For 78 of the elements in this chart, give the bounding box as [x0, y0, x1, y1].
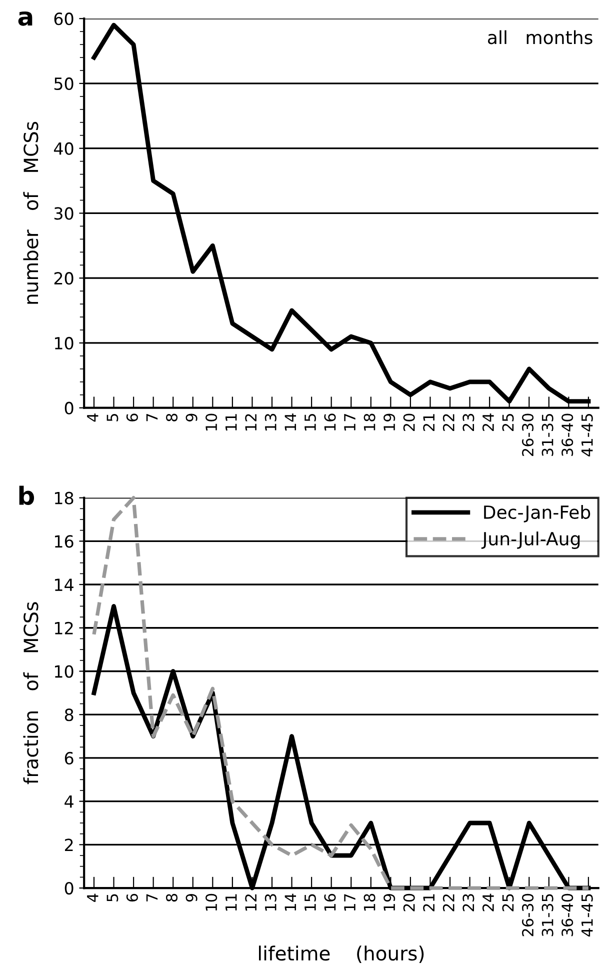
x-tick-label: 26-30 [522, 414, 534, 456]
x-tick-label: 10 [206, 414, 218, 430]
line-series [92, 496, 590, 890]
x-tick-label: 36-40 [562, 894, 574, 936]
legend-label: Jun-Jul-Aug [481, 532, 580, 549]
x-tick-label: 9 [186, 414, 198, 422]
y-tick-label: 2 [64, 838, 73, 851]
x-tick-label: 5 [106, 894, 118, 902]
y-tick-label: 0 [64, 882, 74, 895]
y-tick-label: 40 [54, 142, 74, 155]
y-tick-label: 50 [54, 77, 74, 90]
x-tick-label: 11 [226, 414, 237, 430]
y-tick-label: 10 [54, 336, 74, 350]
x-tick-label: 13 [264, 414, 276, 430]
y-tick-label: 18 [54, 492, 74, 504]
x-tick-label: 7 [146, 414, 158, 422]
y-tick-label: 20 [54, 272, 74, 285]
x-tick-label: 15 [304, 414, 316, 430]
x-tick-label: 13 [264, 894, 276, 911]
x-tick-label: 9 [186, 894, 198, 902]
x-tick-label: 31-35 [542, 894, 554, 936]
x-tick-label: 15 [304, 894, 316, 911]
x-tick-label: 7 [146, 894, 158, 902]
chart-title: b [19, 486, 34, 506]
x-tick-label: 17 [344, 894, 356, 911]
x-tick-label: 16 [324, 894, 336, 911]
x-tick-label: 8 [166, 894, 178, 902]
y-tick-label: 6 [64, 752, 74, 765]
x-tick-label: 11 [226, 894, 237, 911]
x-tick-label: 18 [364, 414, 376, 430]
x-tick-label: 8 [166, 414, 178, 422]
y-tick-label: 0 [64, 402, 74, 414]
x-tick-label: 20 [403, 894, 415, 912]
x-tick-label: 21 [423, 414, 434, 432]
y-tick-label: 4 [64, 795, 74, 808]
x-tick-label: 36-40 [562, 414, 574, 456]
x-tick-label: 21 [423, 894, 434, 912]
x-tick-label: 6 [126, 414, 138, 422]
x-tick-label: 6 [126, 894, 138, 902]
x-tick-label: 18 [364, 894, 376, 911]
x-tick-label: 17 [344, 414, 356, 430]
x-tick-label: 16 [324, 414, 336, 430]
x-axis-title: lifetime (hours) [259, 946, 424, 963]
x-tick-label: 4 [87, 894, 98, 902]
x-tick-label: 24 [482, 414, 494, 432]
x-tick-label: 19 [384, 894, 396, 911]
y-tick-label: 8 [64, 708, 74, 722]
y-tick-label: 30 [54, 207, 74, 220]
x-tick-label: 41-45 [582, 894, 593, 937]
x-tick-label: 12 [245, 414, 256, 430]
x-tick-label: 19 [384, 414, 396, 430]
y-tick-label: 14 [54, 578, 74, 591]
y-tick-label: 12 [54, 622, 73, 634]
x-tick-label: 24 [482, 894, 494, 912]
x-tick-label: 10 [206, 894, 218, 911]
y-tick-label: 16 [54, 535, 74, 548]
x-tick-label: 25 [502, 414, 514, 432]
y-tick-label: 10 [54, 665, 74, 678]
x-tick-label: 41-45 [582, 414, 593, 456]
x-tick-label: 22 [442, 414, 454, 432]
x-tick-label: 22 [442, 894, 454, 912]
x-tick-label: 12 [245, 894, 256, 911]
legend-label: Dec-Jan-Feb [484, 505, 590, 522]
y-tick-label: 60 [54, 12, 74, 26]
annotation: all months [488, 30, 592, 44]
x-tick-label: 26-30 [522, 894, 534, 936]
x-tick-label: 31-35 [542, 414, 554, 456]
y-axis-title: fraction of MCSs [23, 602, 38, 784]
x-tick-label: 14 [284, 894, 296, 911]
y-axis-title: number of MCSs [23, 122, 38, 304]
x-tick-label: 5 [106, 414, 118, 422]
x-tick-label: 23 [462, 894, 474, 912]
x-tick-label: 25 [502, 894, 514, 912]
x-tick-label: 14 [284, 414, 296, 430]
chart-title: a [18, 11, 32, 26]
x-tick-label: 23 [462, 414, 474, 432]
x-tick-label: 4 [87, 414, 98, 422]
x-tick-label: 20 [403, 414, 415, 432]
